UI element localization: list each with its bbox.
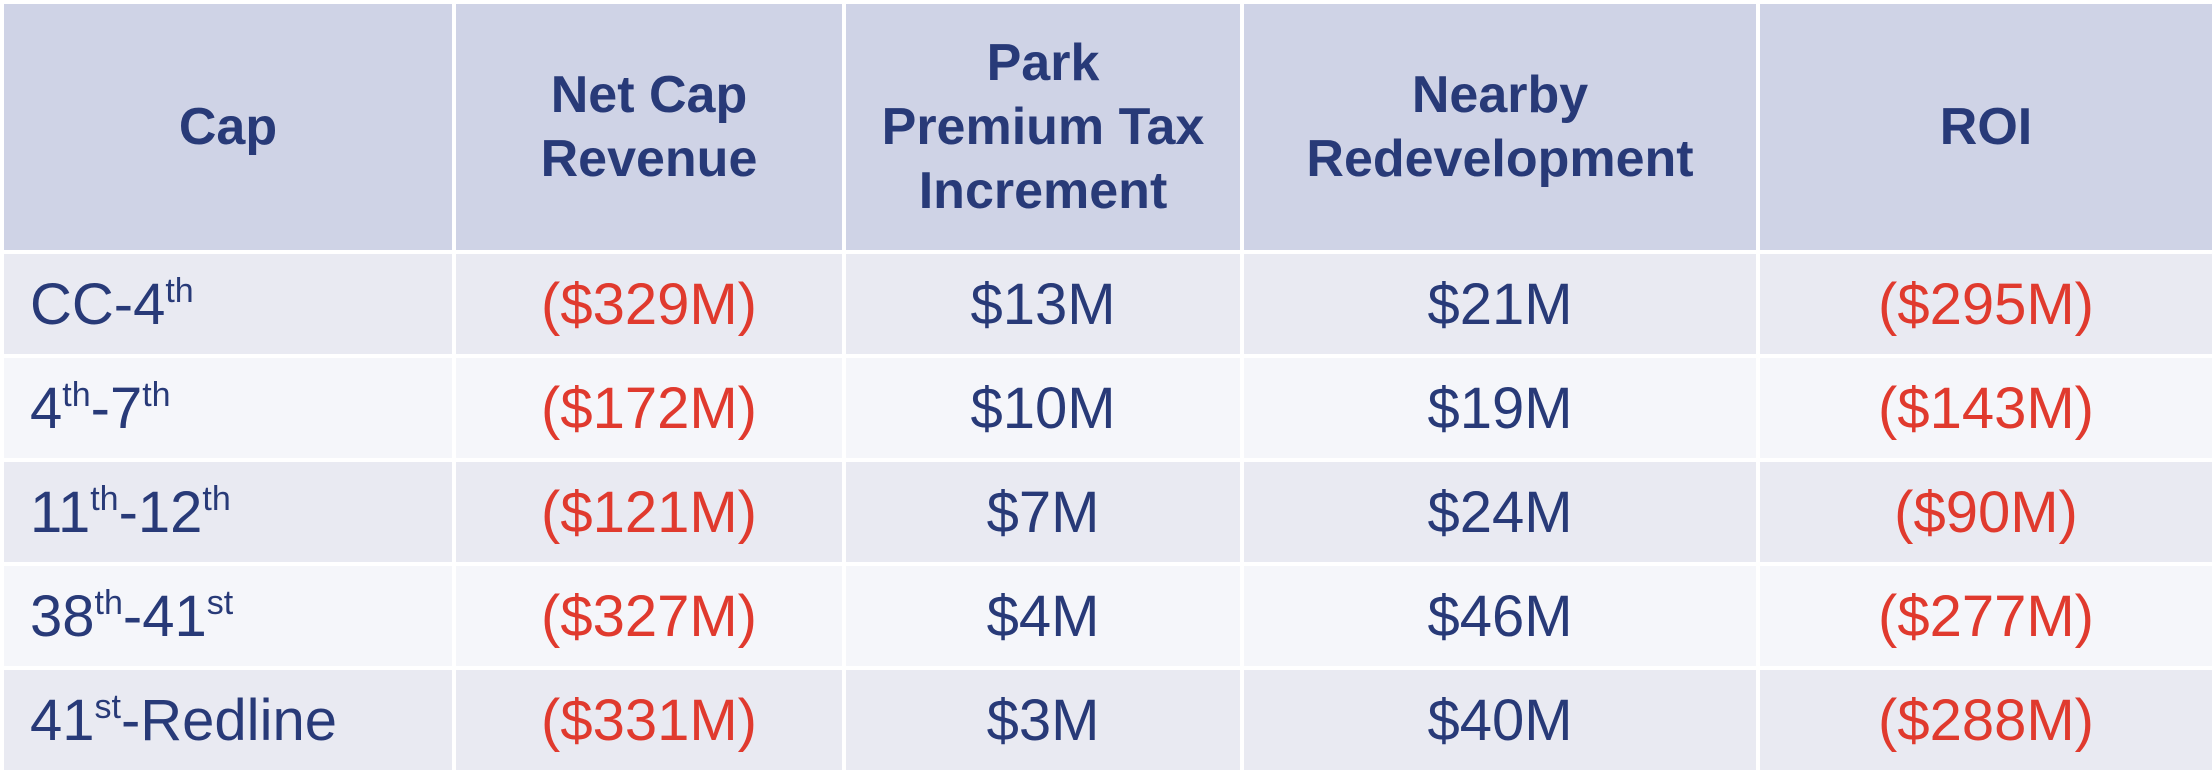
net-cap-revenue-cell: ($331M) <box>452 666 846 774</box>
table-row: 4th-7th ($172M) $10M $19M ($143M) <box>0 354 2212 462</box>
cap-label-part: 41 <box>30 687 95 753</box>
header-cap: Cap <box>0 0 456 254</box>
nearby-redevelopment-cell: $46M <box>1240 562 1760 670</box>
park-premium-cell: $4M <box>842 562 1244 670</box>
header-line: Park <box>986 34 1100 92</box>
header-line: Net Cap <box>550 66 748 124</box>
net-cap-revenue-cell: ($172M) <box>452 354 846 462</box>
cap-label-part: -41 <box>122 583 207 649</box>
cap-label-part: 38 <box>30 583 95 649</box>
nearby-redevelopment-cell: $21M <box>1240 250 1760 358</box>
roi-cell: ($143M) <box>1756 354 2212 462</box>
cap-label-part: 4 <box>30 375 63 441</box>
header-line: Premium Tax <box>881 98 1205 156</box>
table-row: 41st-Redline ($331M) $3M $40M ($288M) <box>0 666 2212 774</box>
header-line: Nearby <box>1411 66 1589 124</box>
header-line: Increment <box>918 162 1168 220</box>
cap-cell: 38th-41st <box>0 562 456 670</box>
cap-label-part: CC-4 <box>30 271 166 337</box>
table-body: CC-4th ($329M) $13M $21M ($295M) 4th-7th ($172… <box>0 250 2212 774</box>
roi-cell: ($295M) <box>1756 250 2212 358</box>
roi-cell: ($277M) <box>1756 562 2212 670</box>
nearby-redevelopment-cell: $24M <box>1240 458 1760 566</box>
net-cap-revenue-cell: ($327M) <box>452 562 846 670</box>
table-row: CC-4th ($329M) $13M $21M ($295M) <box>0 250 2212 358</box>
cap-cell: 11th-12th <box>0 458 456 566</box>
nearby-redevelopment-cell: $19M <box>1240 354 1760 462</box>
header-row: Cap Net Cap Revenue Park Premium Tax Increm… <box>0 0 2212 254</box>
park-premium-cell: $13M <box>842 250 1244 358</box>
cap-cell: 41st-Redline <box>0 666 456 774</box>
ordinal-suffix: st <box>206 583 234 622</box>
park-premium-cell: $10M <box>842 354 1244 462</box>
park-premium-cell: $7M <box>842 458 1244 566</box>
ordinal-suffix: th <box>94 583 123 622</box>
table-row: 11th-12th ($121M) $7M $24M ($90M) <box>0 458 2212 566</box>
header-nearby-redevelopment: Nearby Redevelopment <box>1240 0 1760 254</box>
cap-label-part: -7 <box>90 375 143 441</box>
header-roi: ROI <box>1756 0 2212 254</box>
cap-label-part: -Redline <box>120 687 337 753</box>
roi-cell: ($288M) <box>1756 666 2212 774</box>
header-line: Redevelopment <box>1306 130 1694 188</box>
park-premium-cell: $3M <box>842 666 1244 774</box>
ordinal-suffix: th <box>165 271 194 310</box>
cap-label-part: -12 <box>118 479 203 545</box>
header-line: Revenue <box>540 130 758 188</box>
cap-label-part: 11 <box>30 479 91 545</box>
ordinal-suffix: th <box>62 375 91 414</box>
ordinal-suffix: th <box>202 479 231 518</box>
ordinal-suffix: th <box>142 375 171 414</box>
header-line: ROI <box>1939 98 2033 156</box>
table-row: 38th-41st ($327M) $4M $46M ($277M) <box>0 562 2212 670</box>
header-line: Cap <box>178 98 278 156</box>
ordinal-suffix: st <box>94 687 121 726</box>
cap-cell: CC-4th <box>0 250 456 358</box>
ordinal-suffix: th <box>90 479 119 518</box>
header-park-premium-tax-increment: Park Premium Tax Increment <box>842 0 1244 254</box>
header-net-cap-revenue: Net Cap Revenue <box>452 0 846 254</box>
cap-cell: 4th-7th <box>0 354 456 462</box>
net-cap-revenue-cell: ($329M) <box>452 250 846 358</box>
roi-cell: ($90M) <box>1756 458 2212 566</box>
net-cap-revenue-cell: ($121M) <box>452 458 846 566</box>
nearby-redevelopment-cell: $40M <box>1240 666 1760 774</box>
